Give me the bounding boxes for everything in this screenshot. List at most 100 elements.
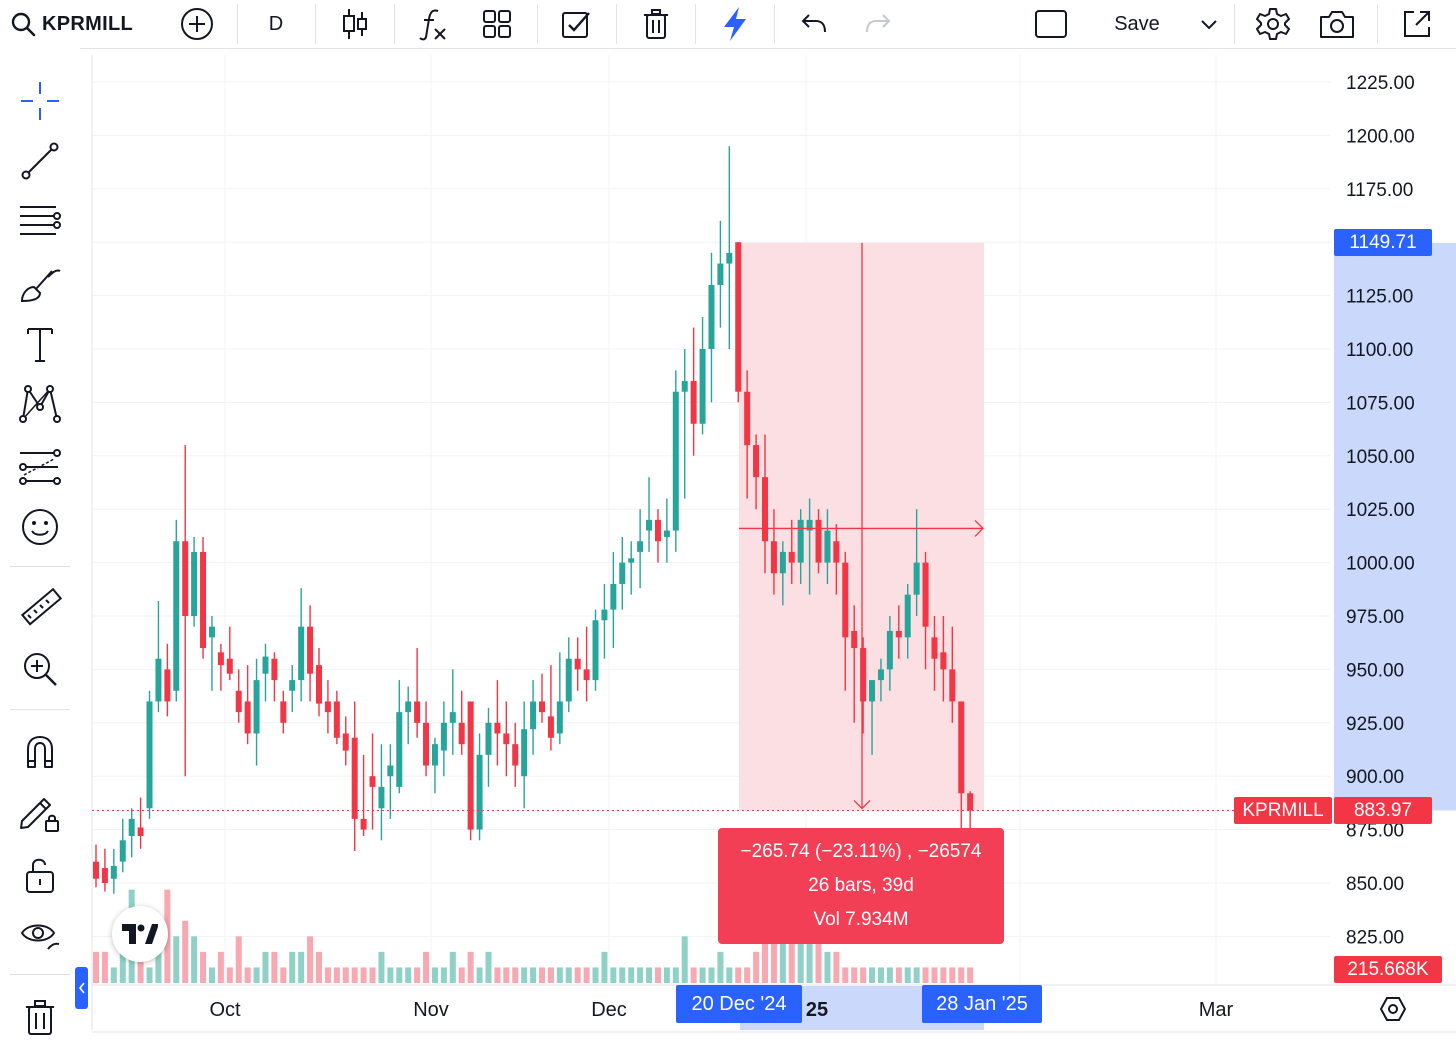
toolbar-divider [10,566,70,567]
trend-line-tool[interactable] [16,137,64,185]
time-tick-label: Mar [1199,999,1234,1021]
volume-bar [298,951,305,983]
volume-bar [431,967,438,983]
text-tool[interactable] [16,320,64,368]
toolbar-divider [394,4,395,44]
candle-body [449,712,456,723]
candle-body [369,776,376,787]
time-tick-label: 25 [806,999,828,1021]
remove-drawings-button[interactable] [635,0,677,48]
volume-bar [485,951,492,983]
measure-tool[interactable] [16,585,64,633]
candle-body [708,284,715,349]
volume-bar [333,967,340,983]
brush-tool[interactable] [16,260,64,308]
time-axis-settings-button[interactable] [1378,994,1408,1024]
lock-drawings-tool[interactable] [16,851,64,899]
price-tick-label: 1000.00 [1346,554,1415,575]
top-toolbar: KPRMILL D Save [0,0,1456,49]
candle-body [253,680,260,734]
measure-bars-text: 26 bars, 39d [808,875,914,896]
volume-bar [440,967,447,983]
interval-label: D [268,12,284,35]
volume-bar [182,920,189,983]
volume-bar [967,967,974,983]
save-options-button[interactable] [1194,0,1224,48]
volume-bar [574,967,581,983]
undo-button[interactable] [793,0,835,48]
price-tick-label: 950.00 [1346,660,1404,681]
volume-bar [512,967,519,983]
volume-bar [280,967,287,983]
candle-body [726,252,733,264]
candle-body [672,391,679,531]
volume-bar [191,936,198,983]
toolbar-divider [1377,4,1378,44]
forecast-tool[interactable] [16,442,64,490]
candle-body [877,669,884,681]
volume-bar [744,967,751,983]
layout-templates-button[interactable] [476,0,518,48]
trend-line-icon [21,142,59,180]
candle-body [770,541,777,574]
candle-body [788,551,795,563]
tradingview-logo[interactable] [112,906,168,962]
toolbar-divider [237,4,238,44]
volume-bar [646,967,653,983]
volume-bar [958,967,965,983]
candle-body [521,729,528,777]
settings-button[interactable] [1252,0,1294,48]
icons-tool[interactable] [16,503,64,551]
redo-button[interactable] [857,0,899,48]
volume-bar [842,967,849,983]
chevron-left-icon [78,982,85,994]
fib-retracement-tool[interactable] [16,198,64,246]
magnet-tool[interactable] [16,728,64,776]
candle-body [744,391,751,446]
volume-bar [262,951,269,983]
measure-arrows [92,242,1234,811]
price-tick-label: 1075.00 [1346,393,1415,414]
brush-icon [20,269,61,303]
volume-bar [405,967,412,983]
symbol-search-button[interactable]: KPRMILL [10,0,145,48]
quick-action-button[interactable] [714,0,756,48]
screenshot-button[interactable] [1316,0,1358,48]
search-icon [11,12,36,37]
volume-bar [583,967,590,983]
pattern-tool[interactable] [16,380,64,428]
stay-in-drawing-mode-tool[interactable] [16,789,64,837]
price-tick-label: 1200.00 [1346,126,1415,147]
layout-button[interactable] [1030,0,1072,48]
volume-bar [726,967,733,983]
candle-body [360,818,367,830]
chart-type-button[interactable] [334,0,376,48]
candle-body [440,722,447,751]
save-button[interactable]: Save [1104,0,1170,48]
volume-bar [476,967,483,983]
candle-body [235,690,242,713]
volume-bar [369,967,376,983]
zoom-in-tool[interactable] [16,645,64,693]
candle-body [940,652,947,670]
range-high-badge: 1149.71 [1334,229,1432,256]
plus-circle-icon [181,8,213,40]
alert-button[interactable] [555,0,597,48]
interval-button[interactable]: D [256,0,296,48]
candle-body [610,583,617,610]
indicators-button[interactable] [412,0,454,48]
candle-body [110,865,117,879]
crosshair-tool[interactable] [16,77,64,125]
volume-bar [601,951,608,983]
compare-add-symbol-button[interactable] [176,0,218,48]
open-popup-button[interactable] [1396,0,1438,48]
toolbar-divider [10,974,70,975]
volume-bar [762,936,768,983]
volume-bar [833,951,840,983]
volume-bar [851,967,858,983]
collapse-toolbar-button[interactable] [75,967,88,1009]
hide-drawings-tool[interactable] [16,912,64,960]
remove-objects-tool[interactable] [16,994,64,1042]
toolbar-divider [537,4,538,44]
volume-bar [904,967,911,983]
